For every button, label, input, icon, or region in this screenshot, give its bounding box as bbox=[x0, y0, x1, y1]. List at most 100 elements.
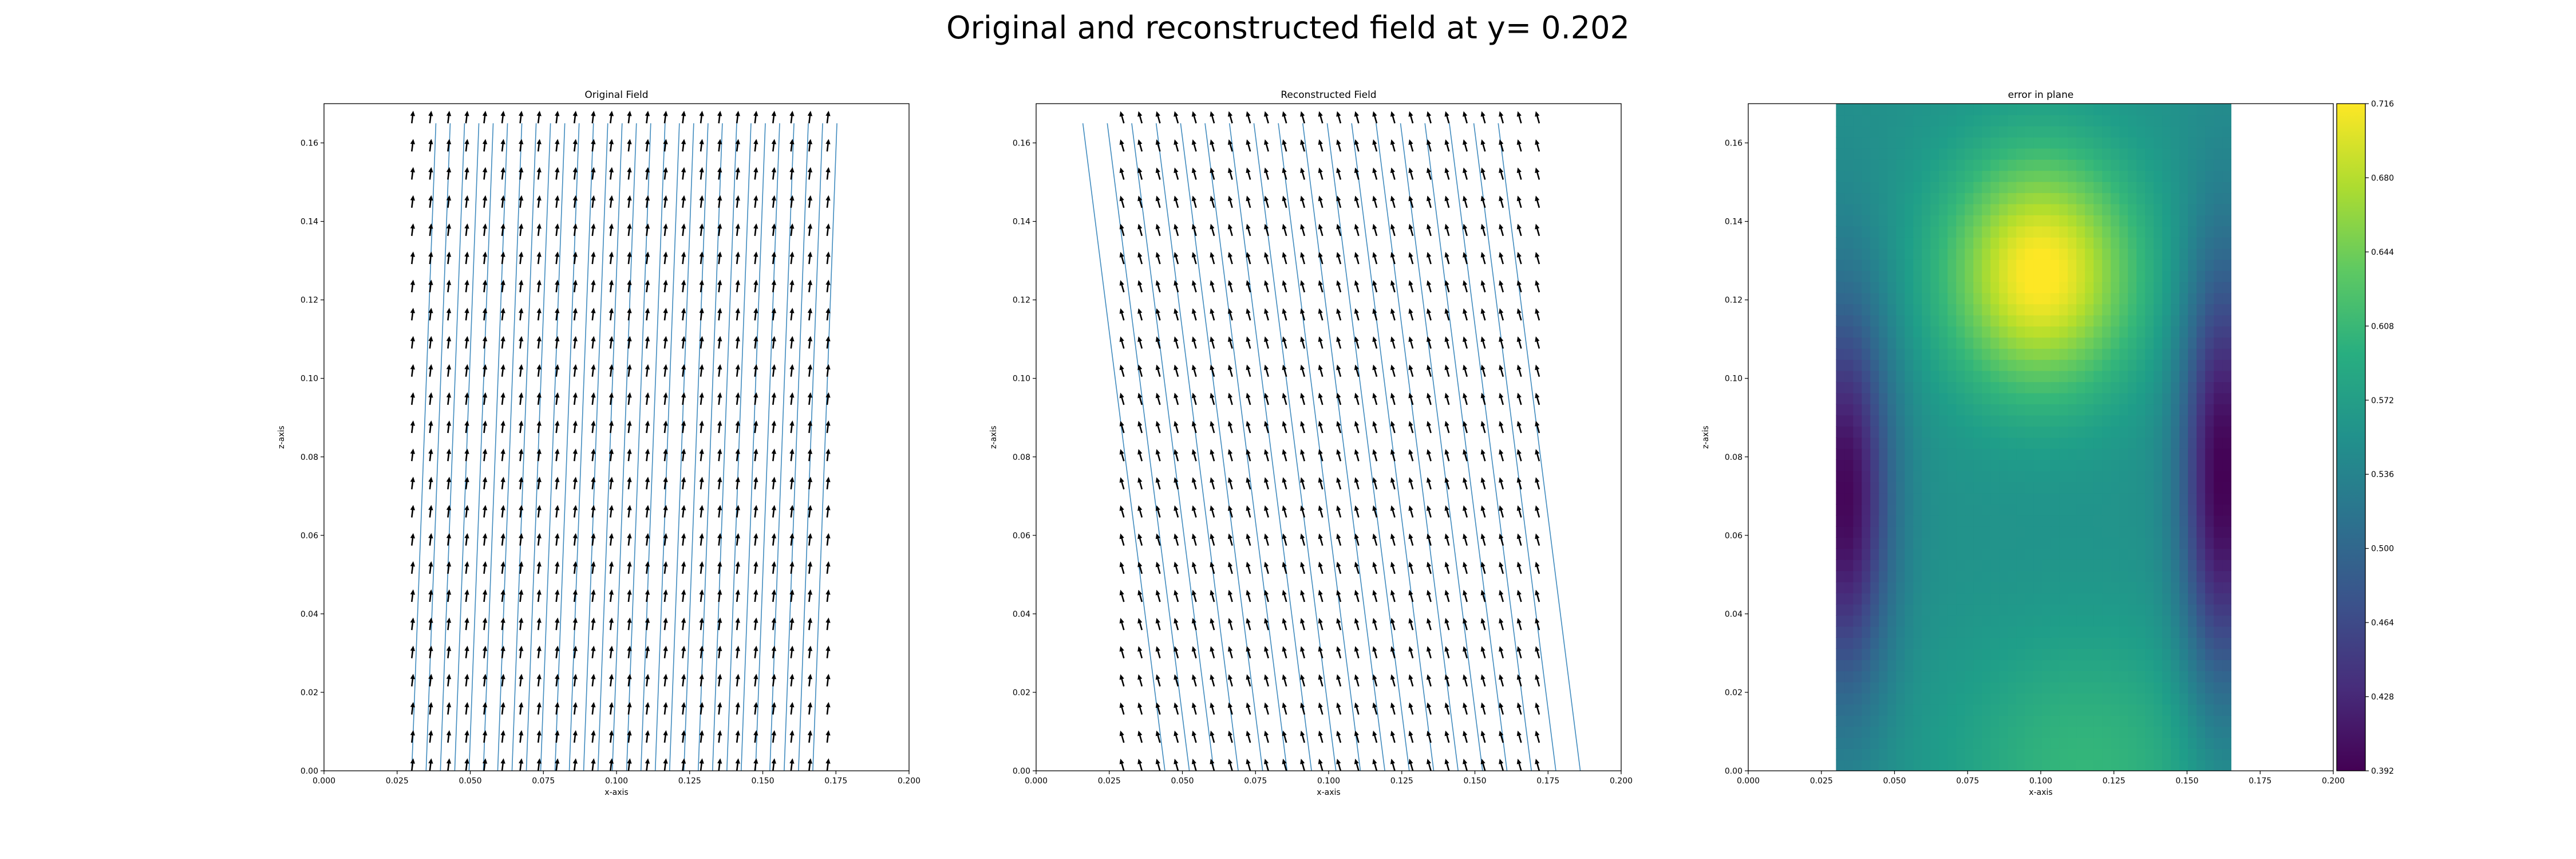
quiver-arrow bbox=[1137, 392, 1143, 405]
quiver-arrow bbox=[1246, 139, 1251, 152]
heatmap-cell bbox=[1990, 626, 2000, 638]
quiver-arrow bbox=[627, 673, 632, 687]
quiver-arrow bbox=[1499, 420, 1504, 434]
quiver-arrow bbox=[825, 561, 831, 574]
quiver-arrow bbox=[609, 336, 614, 349]
heatmap-cell bbox=[1930, 737, 1940, 749]
heatmap-cell bbox=[2154, 371, 2163, 383]
heatmap-cell bbox=[2145, 759, 2154, 771]
heatmap-cell bbox=[2068, 726, 2077, 738]
heatmap-cell bbox=[1922, 492, 1931, 505]
heatmap-cell bbox=[1947, 526, 1957, 538]
heatmap-cell bbox=[1905, 448, 1914, 460]
quiver-arrow bbox=[1390, 561, 1396, 574]
heatmap-cell bbox=[1982, 715, 1992, 727]
heatmap-cell bbox=[1973, 314, 1983, 327]
quiver-arrow bbox=[663, 279, 668, 293]
heatmap-cell bbox=[1844, 615, 1854, 627]
heatmap-cell bbox=[2059, 203, 2069, 215]
heatmap-cell bbox=[1999, 226, 2009, 238]
quiver-arrow bbox=[482, 702, 488, 715]
heatmap-cell bbox=[2145, 704, 2154, 716]
quiver-arrow bbox=[1499, 702, 1504, 715]
quiver-arrow bbox=[591, 561, 596, 574]
heatmap-cell bbox=[2136, 726, 2146, 738]
heatmap-cell bbox=[2222, 337, 2231, 349]
heatmap-cell bbox=[1990, 415, 2000, 427]
heatmap-cell bbox=[1922, 759, 1931, 771]
heatmap-cell bbox=[2188, 459, 2197, 471]
heatmap-cell bbox=[1879, 504, 1888, 516]
heatmap-cell bbox=[1896, 392, 1906, 405]
heatmap-cell bbox=[1896, 304, 1906, 316]
y-tick-label: 0.02 bbox=[1013, 688, 1030, 698]
heatmap-cell bbox=[2145, 526, 2154, 538]
heatmap-cell bbox=[2179, 459, 2188, 471]
quiver-arrow bbox=[1480, 308, 1486, 321]
quiver-arrow bbox=[1282, 167, 1287, 180]
heatmap-cell bbox=[2033, 215, 2043, 227]
quiver-arrow bbox=[1516, 674, 1522, 687]
quiver-arrow bbox=[1463, 251, 1468, 265]
heatmap-cell bbox=[2102, 482, 2111, 494]
quiver-arrow bbox=[1300, 449, 1306, 462]
heatmap-cell bbox=[2085, 604, 2095, 616]
quiver-arrow bbox=[1516, 308, 1522, 321]
quiver-arrow bbox=[591, 589, 596, 602]
quiver-arrow bbox=[609, 364, 614, 377]
heatmap-cell bbox=[2196, 404, 2206, 416]
heatmap-cell bbox=[1965, 326, 1974, 338]
heatmap-cell bbox=[1973, 293, 1983, 305]
heatmap-cell bbox=[2050, 415, 2060, 427]
heatmap-cell bbox=[2111, 104, 2120, 116]
heatmap-cell bbox=[1896, 559, 1906, 572]
heatmap-cell bbox=[1965, 293, 1974, 305]
heatmap-cell bbox=[1939, 426, 1949, 438]
heatmap-cell bbox=[2154, 570, 2163, 582]
heatmap-cell bbox=[1956, 259, 1966, 271]
heatmap-cell bbox=[2214, 304, 2223, 316]
heatmap-cell bbox=[2214, 203, 2223, 215]
quiver-arrow bbox=[1282, 561, 1287, 574]
heatmap-cell bbox=[2222, 504, 2231, 516]
heatmap-cell bbox=[1913, 371, 1923, 383]
heatmap-cell bbox=[2205, 748, 2214, 761]
heatmap-cell bbox=[2033, 604, 2043, 616]
heatmap-cell bbox=[2102, 181, 2111, 194]
heatmap-cell bbox=[2188, 581, 2197, 594]
quiver-arrow bbox=[536, 139, 542, 152]
quiver-arrow bbox=[1227, 139, 1233, 152]
streamline bbox=[654, 123, 680, 771]
quiver-arrow bbox=[1227, 251, 1233, 265]
quiver-arrow bbox=[1444, 195, 1450, 208]
quiver-arrow bbox=[591, 730, 596, 743]
heatmap-cell bbox=[2059, 492, 2069, 505]
streamline bbox=[1180, 123, 1263, 771]
heatmap-cell bbox=[1973, 526, 1983, 538]
heatmap-cell bbox=[1853, 748, 1863, 761]
heatmap-cell bbox=[1939, 359, 1949, 371]
quiver-arrow bbox=[1246, 223, 1251, 237]
heatmap-cell bbox=[1982, 170, 1992, 182]
quiver-arrow bbox=[555, 617, 560, 631]
heatmap-cell bbox=[2016, 415, 2026, 427]
heatmap-cell bbox=[1862, 115, 1871, 127]
heatmap-cell bbox=[2214, 371, 2223, 383]
heatmap-cell bbox=[1836, 104, 1846, 116]
heatmap-cell bbox=[2171, 559, 2180, 572]
heatmap-cell bbox=[2214, 559, 2223, 572]
heatmap-cell bbox=[2068, 470, 2077, 482]
heatmap-cell bbox=[1887, 314, 1897, 327]
heatmap-cell bbox=[2008, 248, 2017, 260]
quiver-arrow bbox=[1119, 139, 1125, 152]
heatmap-cell bbox=[1887, 748, 1897, 761]
heatmap-cell bbox=[1999, 492, 2009, 505]
heatmap-cell bbox=[2042, 137, 2052, 149]
quiver-arrow bbox=[482, 505, 488, 518]
quiver-arrow bbox=[428, 448, 433, 462]
quiver-arrow bbox=[1155, 280, 1161, 293]
heatmap-cell bbox=[2085, 426, 2095, 438]
quiver-arrow bbox=[591, 336, 596, 349]
heatmap-cell bbox=[2016, 671, 2026, 683]
quiver-arrow bbox=[1390, 308, 1396, 321]
